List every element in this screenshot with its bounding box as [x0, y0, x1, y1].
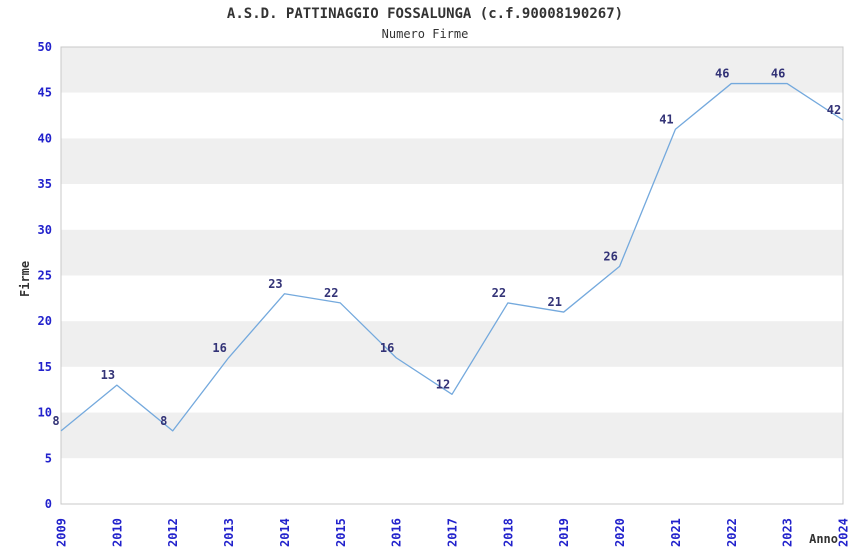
plot-band	[61, 275, 843, 322]
y-axis-title: Firme	[18, 261, 32, 297]
point-label: 22	[324, 286, 338, 300]
y-axis-tick-label: 5	[45, 451, 52, 465]
y-axis-tick-label: 40	[38, 131, 52, 145]
plot-band	[61, 412, 843, 459]
plot-band	[61, 138, 843, 185]
point-label: 16	[212, 341, 226, 355]
point-label: 21	[547, 295, 561, 309]
chart-title: A.S.D. PATTINAGGIO FOSSALUNGA (c.f.90008…	[226, 6, 624, 22]
point-label: 46	[715, 67, 729, 81]
x-axis-tick-label: 2010	[110, 518, 124, 547]
point-label: 8	[52, 414, 59, 428]
x-axis-tick-label: 2021	[669, 518, 683, 547]
y-axis-tick-label: 20	[38, 314, 52, 328]
point-label: 16	[380, 341, 394, 355]
y-axis-tick-label: 50	[38, 40, 52, 54]
x-axis-tick-label: 2016	[390, 518, 404, 547]
point-label: 12	[436, 377, 450, 391]
plot-band	[61, 458, 843, 504]
point-label: 22	[492, 286, 506, 300]
x-axis-tick-label: 2017	[446, 518, 460, 547]
plot-band	[61, 321, 843, 367]
x-axis-tick-label: 2013	[222, 518, 236, 547]
series-line	[60, 82, 844, 432]
plot-band	[61, 229, 843, 276]
y-axis-tick-label: 35	[38, 177, 52, 191]
x-axis-tick-label: 2019	[557, 518, 571, 547]
plot-band	[61, 47, 843, 93]
x-axis-title: Anno	[809, 532, 838, 546]
point-label: 13	[101, 368, 115, 382]
point-label: 41	[659, 112, 673, 126]
plot-band	[61, 184, 843, 230]
point-label: 8	[160, 414, 167, 428]
x-axis-tick-label: 2024	[837, 518, 850, 547]
y-axis-tick-label: 45	[38, 86, 52, 100]
y-axis-tick-label: 0	[45, 497, 52, 511]
point-label: 26	[603, 249, 617, 263]
x-axis-tick-label: 2015	[334, 518, 348, 547]
y-axis-tick-label: 25	[38, 269, 52, 283]
point-label: 42	[827, 103, 841, 117]
x-axis-tick-label: 2014	[278, 518, 292, 547]
x-axis-tick-label: 2022	[725, 518, 739, 547]
x-axis-tick-label: 2023	[781, 518, 795, 547]
y-axis-tick-label: 10	[38, 406, 52, 420]
x-axis-tick-label: 2020	[613, 518, 627, 547]
x-axis-tick-label: 2009	[55, 518, 69, 547]
plot-band	[61, 92, 843, 139]
point-label: 46	[771, 67, 785, 81]
x-axis-tick-label: 2012	[166, 518, 180, 547]
y-axis-tick-label: 30	[38, 223, 52, 237]
x-axis-tick-label: 2018	[501, 518, 515, 547]
chart-subtitle: Numero Firme	[381, 27, 469, 41]
plot-border	[60, 46, 844, 505]
y-axis-tick-label: 15	[38, 360, 52, 374]
point-label: 23	[268, 277, 282, 291]
plot-band	[61, 366, 843, 413]
